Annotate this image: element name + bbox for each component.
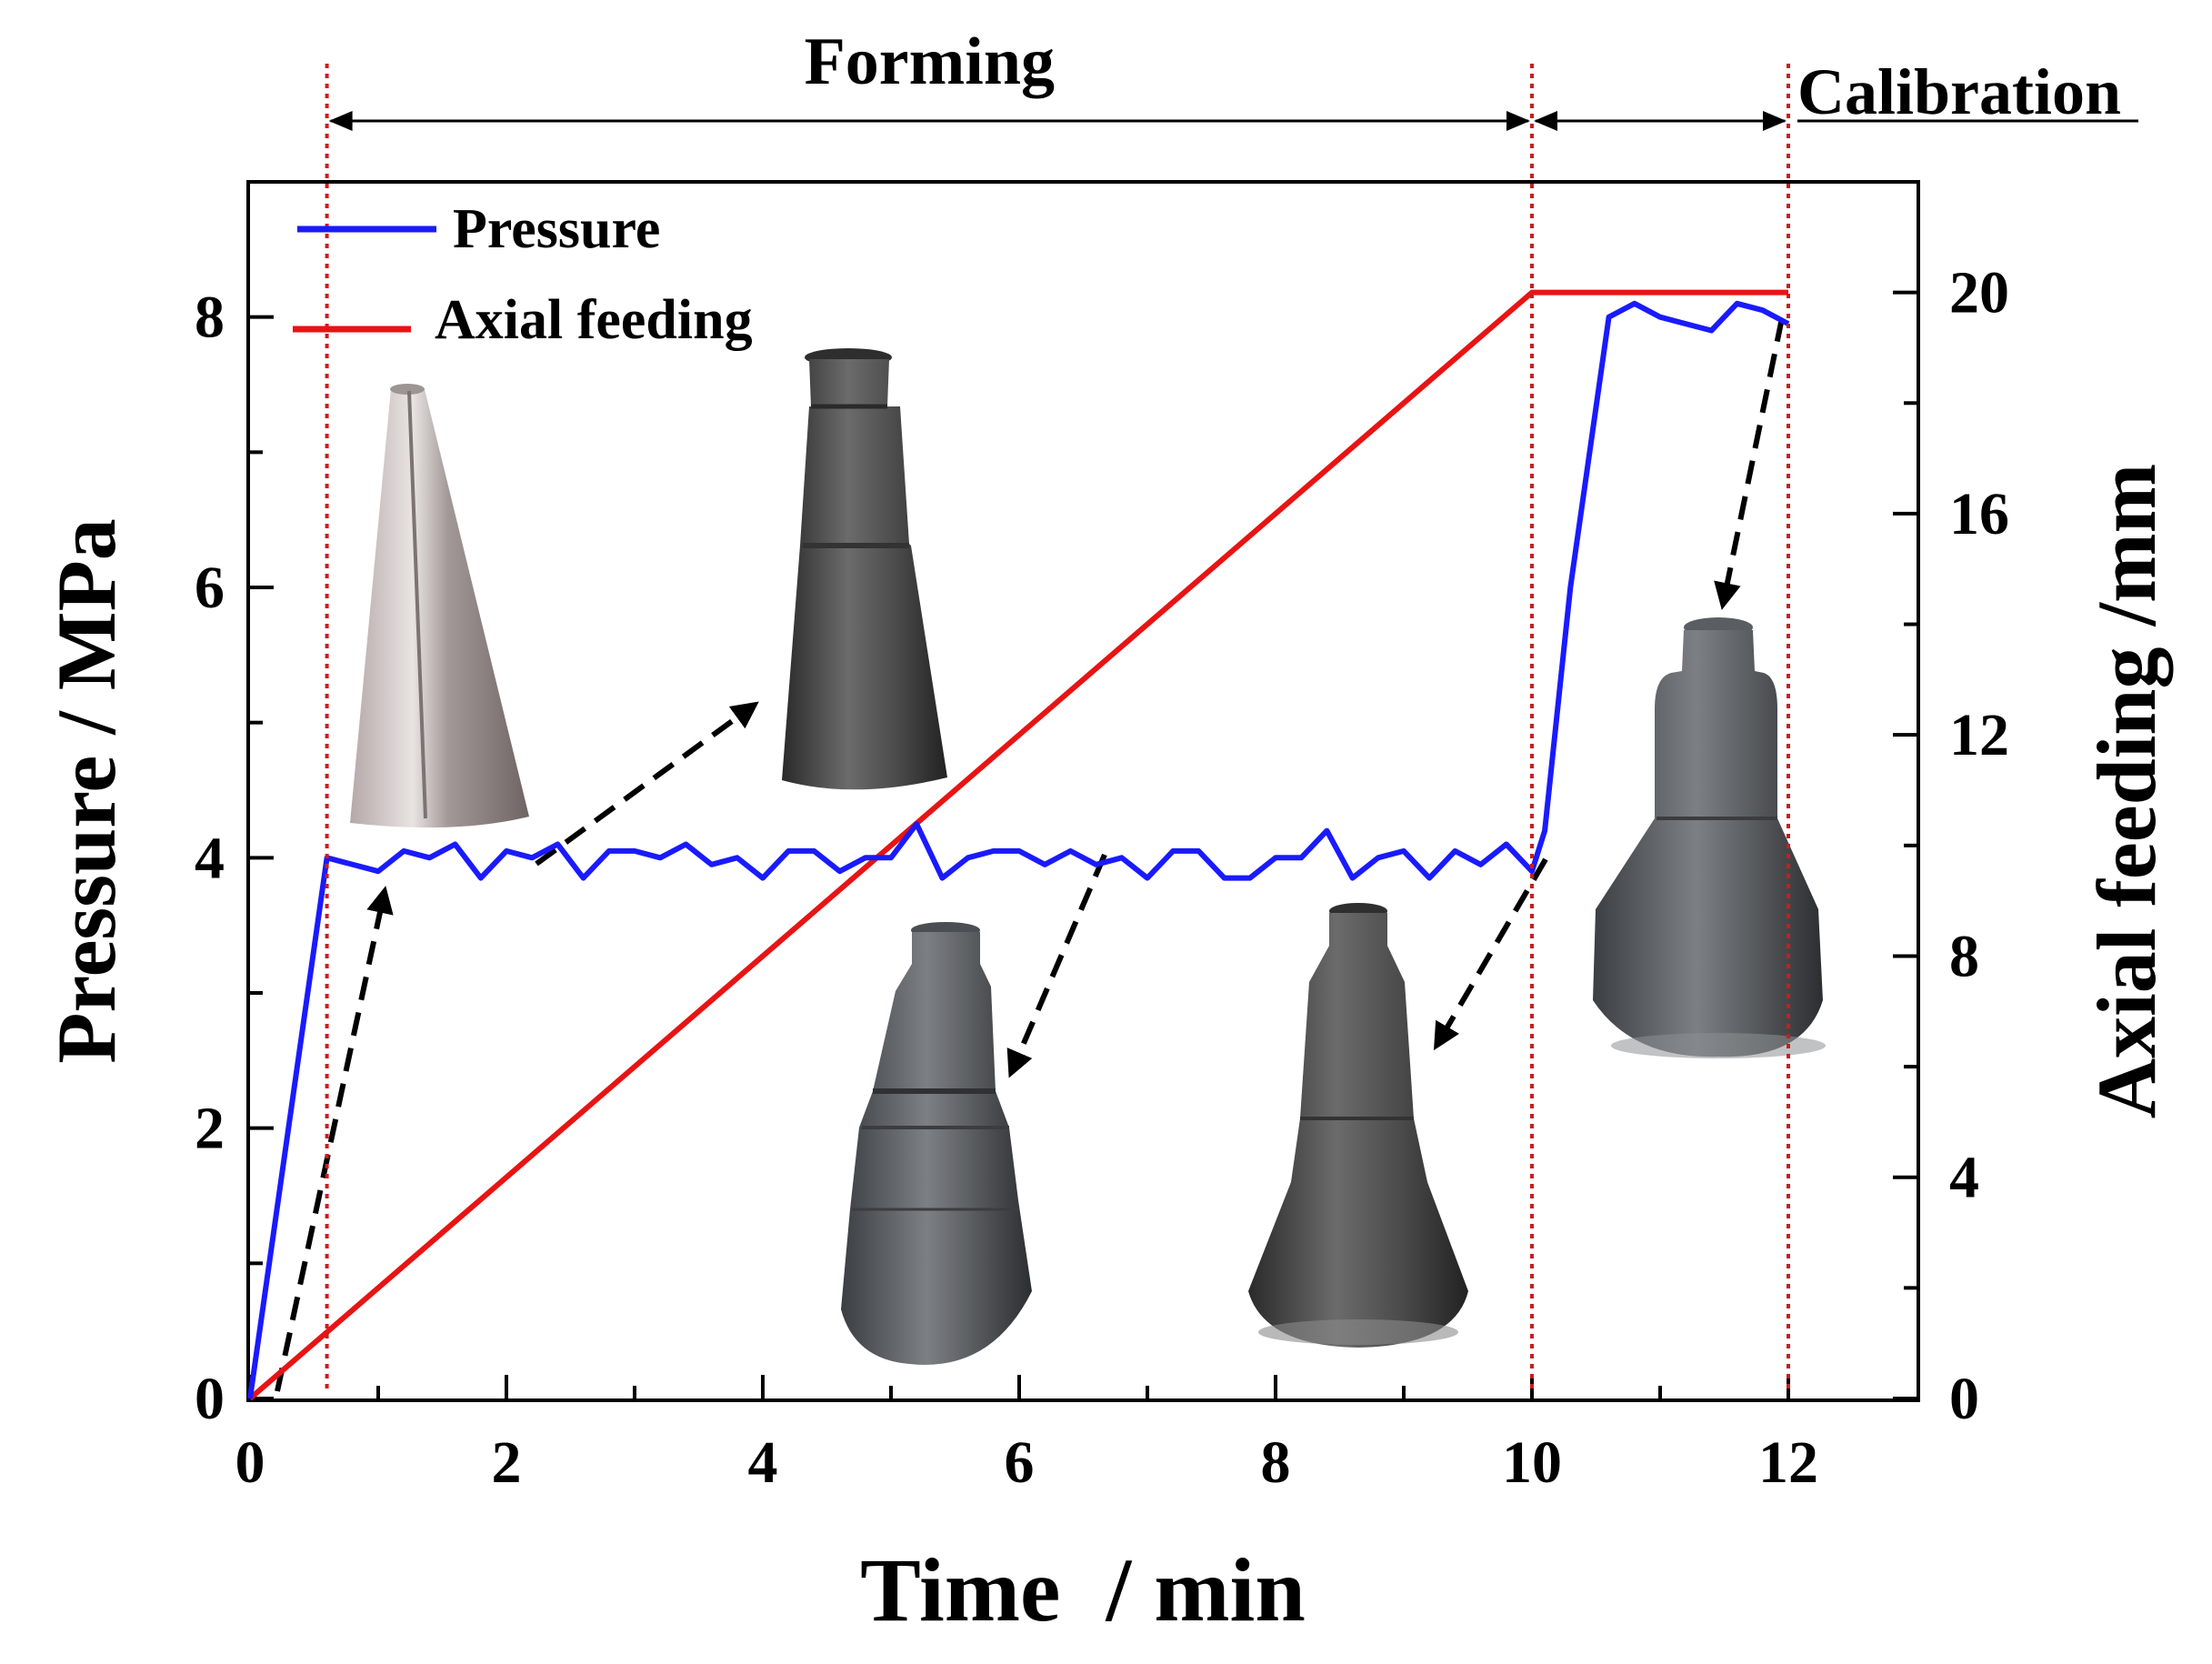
photo-final-part: [1593, 617, 1826, 1058]
arrow-to-final-part: [1714, 317, 1785, 610]
left-tick-label: 0: [195, 1366, 225, 1432]
right-tick-label: 8: [1949, 923, 1979, 989]
x-tick-label: 0: [235, 1429, 265, 1496]
x-tick-label: 2: [492, 1429, 522, 1496]
phase-arrowhead-left: [328, 111, 353, 131]
arrow-to-part-3: [1433, 857, 1548, 1051]
x-tick-label: 10: [1502, 1429, 1562, 1496]
legend-axial-label: Axial feeding: [435, 289, 753, 351]
right-tick-label: 0: [1949, 1366, 1979, 1432]
legend: Pressure Axial feeding: [293, 198, 753, 351]
phase-markers: Forming Calibration: [325, 25, 2138, 1389]
photo-formed-part-3: [1248, 903, 1468, 1348]
arrow-to-initial-cone: [275, 886, 394, 1392]
phase-arrowhead-right: [1506, 111, 1530, 131]
pressure-series-line: [247, 300, 1790, 1399]
x-tick-label: 8: [1261, 1429, 1291, 1496]
axial-feeding-series-line: [248, 289, 1788, 1401]
x-tick-label: 12: [1758, 1429, 1818, 1496]
x-axis-title: Time / min: [860, 1539, 1306, 1640]
phase-label-calibration: Calibration: [1797, 55, 2121, 128]
left-tick-label: 8: [195, 285, 225, 351]
photo-formed-part-2: [841, 922, 1032, 1365]
phase-arrowhead-left: [1534, 111, 1557, 131]
x-tick-label: 4: [748, 1429, 778, 1496]
x-axis-ticks: 0 2 4 6 8 10 12: [235, 1375, 1818, 1496]
phase-arrowhead-right: [1763, 111, 1787, 131]
phase-label-forming: Forming: [805, 25, 1055, 99]
right-tick-label: 20: [1949, 260, 2009, 326]
arrow-to-part-1: [535, 701, 759, 867]
photo-initial-cone: [350, 384, 529, 828]
left-tick-label: 6: [195, 555, 225, 621]
right-axis-ticks: 0 4 8 12 16 20: [1893, 180, 2009, 1432]
left-axis-ticks: 0 2 4 6 8: [195, 180, 274, 1432]
right-axis-title: Axial feeding /mm: [2080, 464, 2173, 1119]
plot-frame: [246, 180, 1920, 1402]
arrow-to-part-2: [1006, 853, 1107, 1078]
right-tick-label: 4: [1949, 1145, 1979, 1211]
left-tick-label: 4: [195, 825, 225, 891]
x-tick-label: 6: [1005, 1429, 1035, 1496]
right-tick-label: 16: [1949, 481, 2009, 547]
photo-formed-part-1: [782, 348, 947, 790]
left-tick-label: 2: [195, 1096, 225, 1162]
photo-callout-arrows: [275, 317, 1785, 1392]
legend-pressure-label: Pressure: [453, 198, 660, 260]
right-tick-label: 12: [1949, 702, 2009, 768]
left-axis-title: Pressure / MPa: [40, 518, 133, 1064]
